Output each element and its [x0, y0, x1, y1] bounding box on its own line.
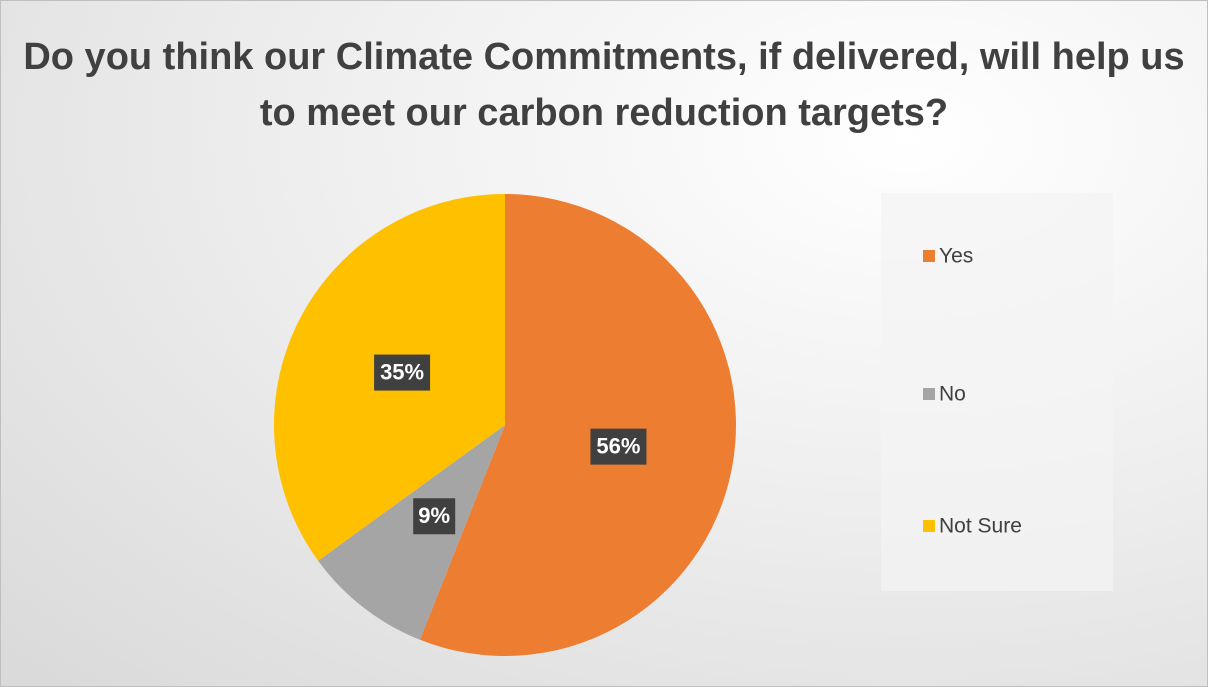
pie-slice	[318, 425, 505, 640]
legend-swatch	[923, 250, 935, 262]
legend-label: No	[939, 383, 966, 406]
chart-title: Do you think our Climate Commitments, if…	[23, 36, 1185, 134]
value-label-box	[413, 498, 456, 535]
value-label: 35%	[380, 359, 424, 384]
legend-box	[881, 193, 1113, 591]
value-label: 9%	[418, 503, 450, 528]
value-label-box	[374, 354, 431, 391]
legend-swatch	[923, 520, 935, 532]
value-label-box	[590, 428, 647, 465]
legend-label: Yes	[939, 245, 973, 268]
legend-swatch	[923, 388, 935, 400]
pie-slice	[419, 194, 736, 656]
value-label: 56%	[596, 433, 640, 458]
legend-label: Not Sure	[939, 515, 1022, 538]
